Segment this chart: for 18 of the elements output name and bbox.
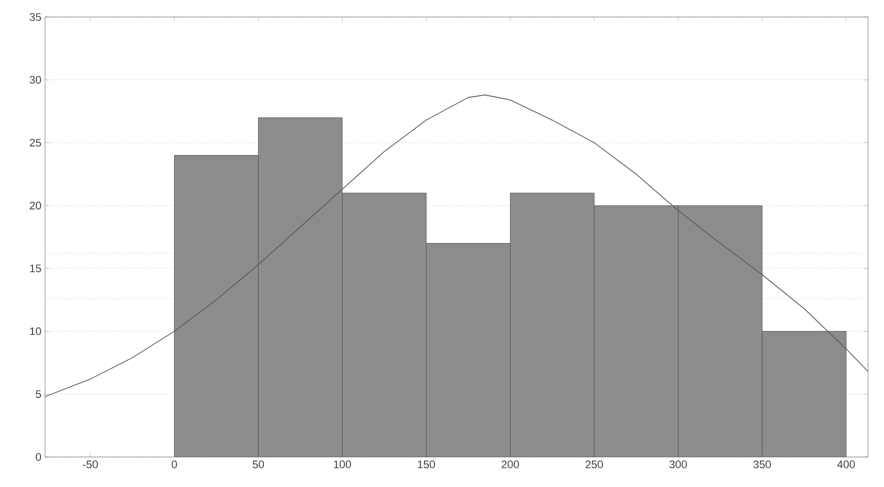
- x-tick-label: 50: [252, 460, 264, 468]
- x-tick-label: 150: [418, 460, 435, 468]
- x-tick-label: 300: [669, 460, 687, 468]
- y-tick-label: 30: [30, 76, 42, 84]
- x-tick-label: 200: [502, 460, 519, 468]
- y-tick-label: 35: [30, 13, 42, 21]
- y-tick-label: 25: [30, 138, 42, 147]
- y-tick-label: 10: [30, 327, 42, 336]
- x-tick-label: 250: [586, 460, 603, 468]
- x-tick-label: 0: [172, 460, 177, 468]
- x-tick-label: 100: [334, 460, 351, 468]
- y-tick-label: 0: [36, 453, 42, 461]
- x-tick-label: 400: [837, 460, 855, 468]
- x-tick-label: 350: [753, 460, 771, 468]
- y-tick-label: 15: [30, 264, 42, 272]
- y-tick-label: 5: [36, 390, 42, 398]
- x-tick-label: -50: [82, 460, 98, 468]
- y-tick-label: 20: [30, 202, 42, 210]
